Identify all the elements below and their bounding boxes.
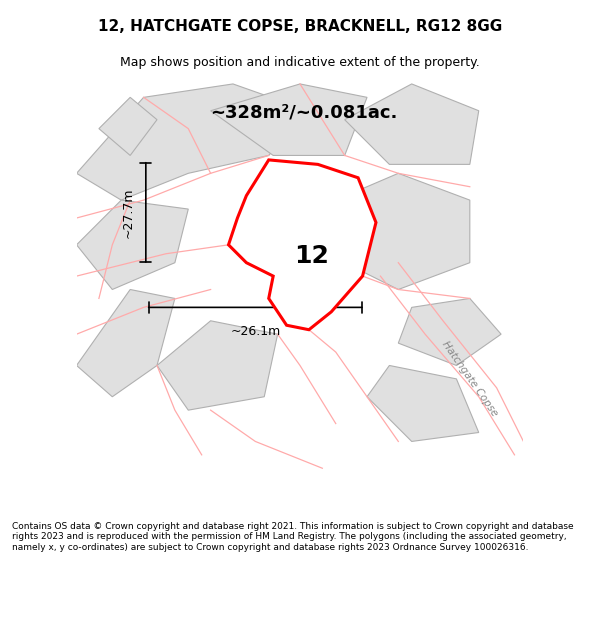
Polygon shape <box>77 289 175 397</box>
Text: Hatchgate Copse: Hatchgate Copse <box>440 339 500 418</box>
Polygon shape <box>77 84 309 200</box>
Polygon shape <box>398 298 501 366</box>
Text: 12: 12 <box>294 244 329 268</box>
Polygon shape <box>99 98 157 156</box>
Polygon shape <box>229 160 376 330</box>
Polygon shape <box>367 366 479 441</box>
Text: ~328m²/~0.081ac.: ~328m²/~0.081ac. <box>211 104 398 122</box>
Polygon shape <box>336 173 470 289</box>
Polygon shape <box>77 200 188 289</box>
Polygon shape <box>211 84 367 156</box>
Text: Map shows position and indicative extent of the property.: Map shows position and indicative extent… <box>120 56 480 69</box>
Polygon shape <box>157 321 278 410</box>
Text: ~26.1m: ~26.1m <box>230 325 280 338</box>
Polygon shape <box>344 84 479 164</box>
Text: 12, HATCHGATE COPSE, BRACKNELL, RG12 8GG: 12, HATCHGATE COPSE, BRACKNELL, RG12 8GG <box>98 19 502 34</box>
Text: Contains OS data © Crown copyright and database right 2021. This information is : Contains OS data © Crown copyright and d… <box>12 522 574 552</box>
Text: ~27.7m: ~27.7m <box>122 187 134 238</box>
